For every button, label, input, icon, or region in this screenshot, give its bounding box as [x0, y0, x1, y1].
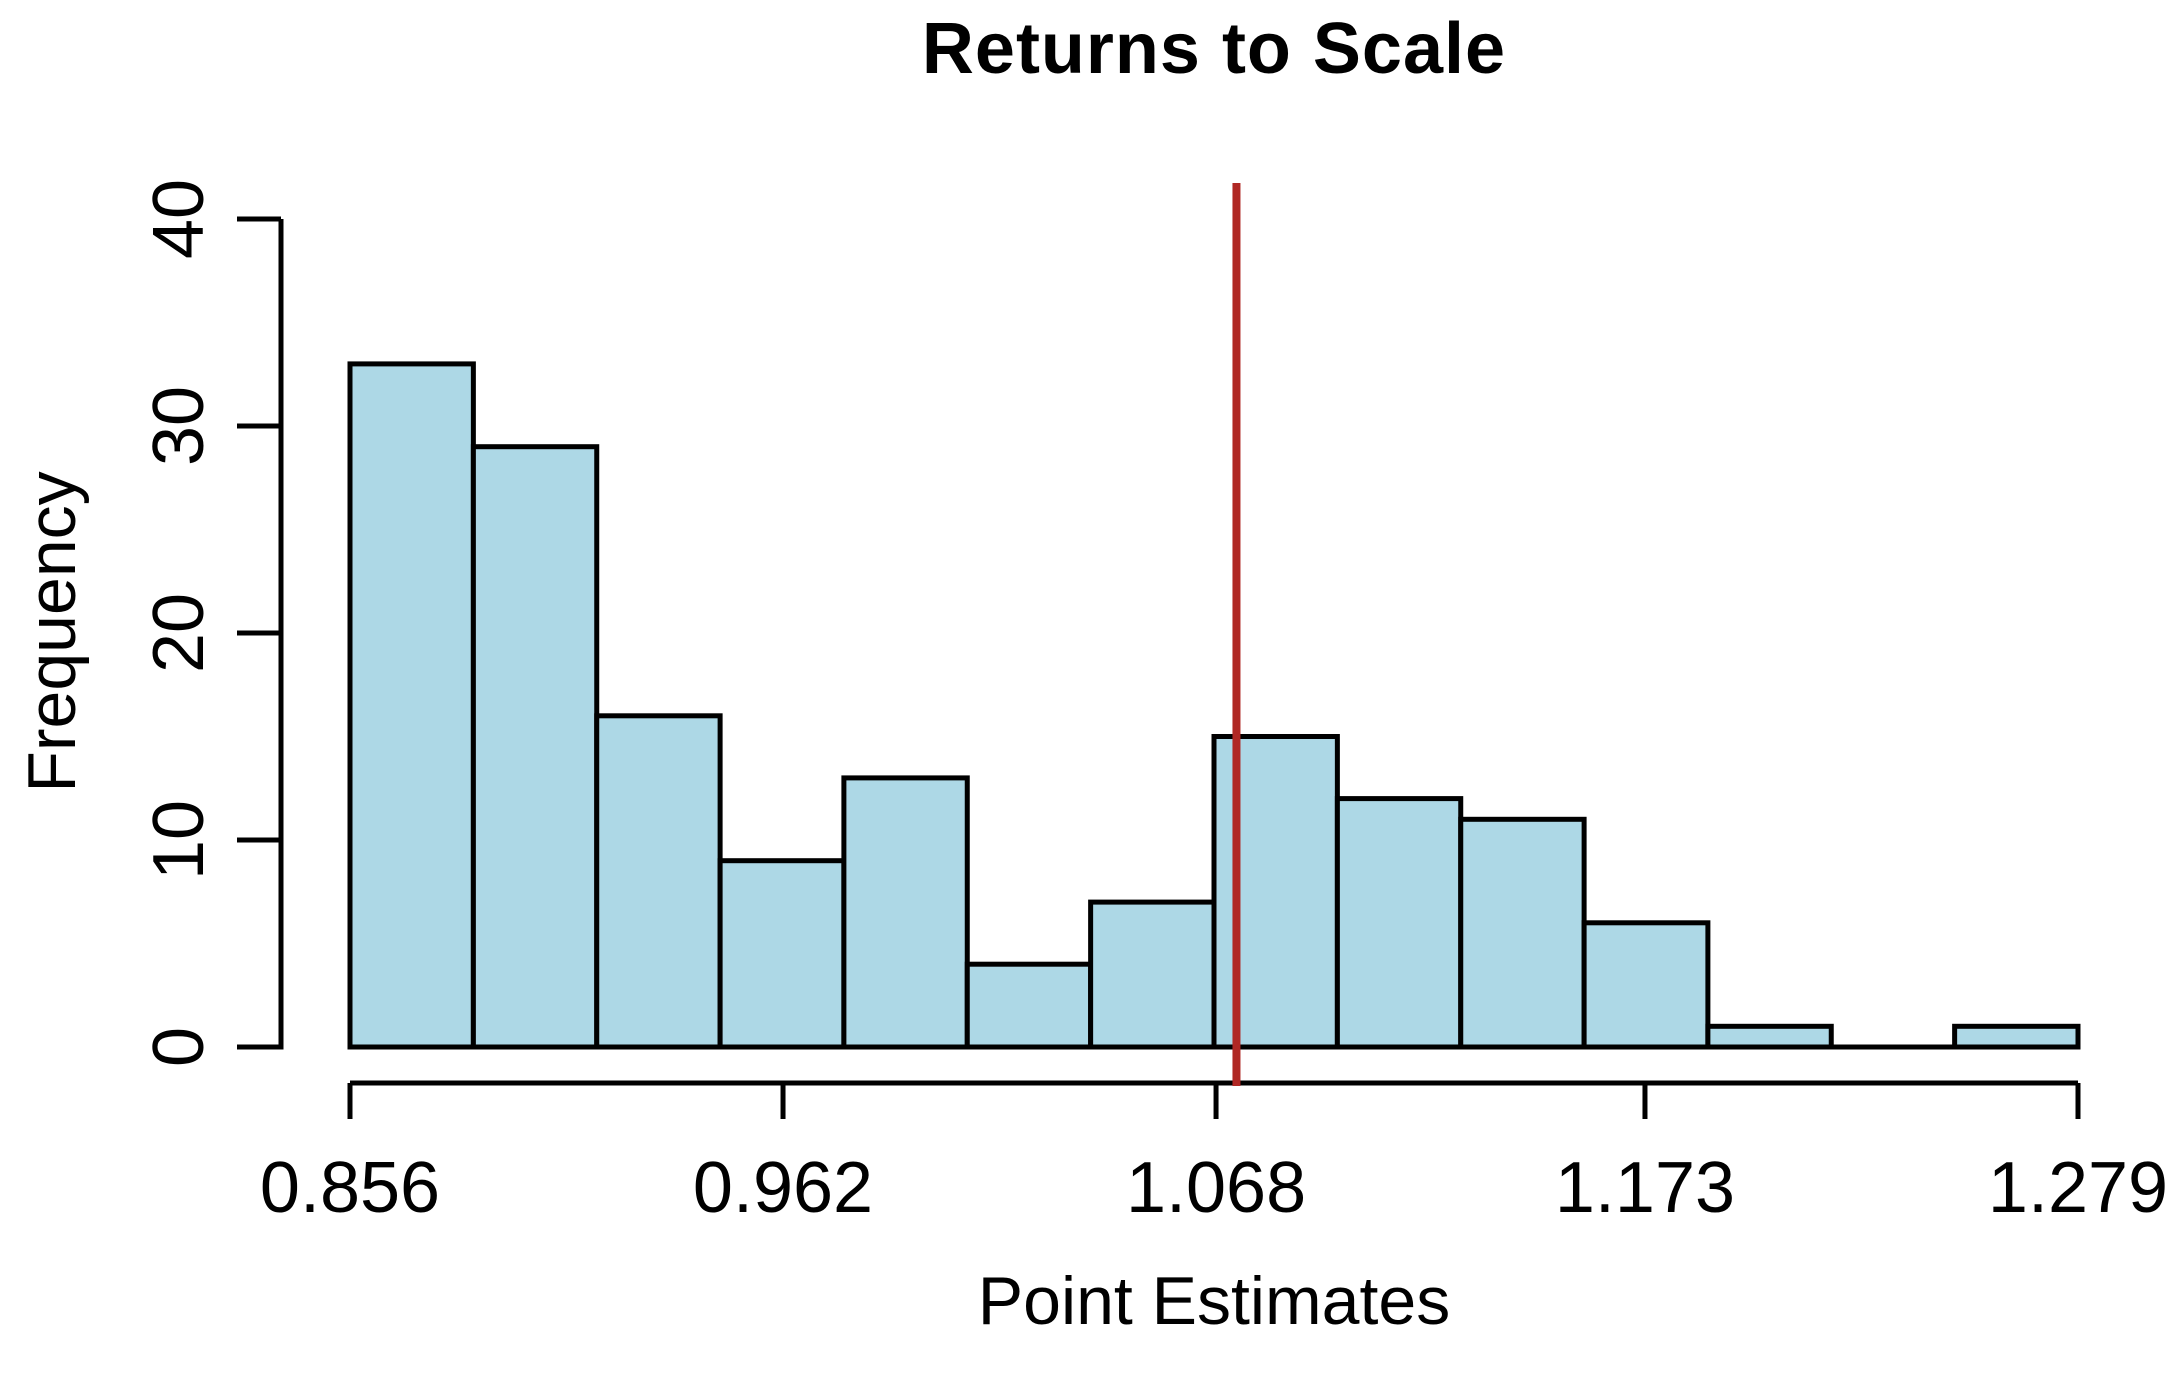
y-tick-label: 0 — [139, 1027, 219, 1067]
histogram-bar — [1581, 920, 1711, 1050]
x-tick-label: 1.173 — [1555, 1148, 1735, 1228]
histogram-bar — [841, 775, 970, 1050]
x-axis-label: Point Estimates — [977, 1263, 1451, 1339]
x-tick-label: 1.279 — [1988, 1148, 2168, 1228]
histogram-bar — [964, 961, 1094, 1050]
x-tick-label: 1.068 — [1126, 1148, 1306, 1228]
y-axis-label: Frequency — [14, 471, 90, 793]
histogram-bar — [470, 444, 600, 1050]
bars-group — [347, 361, 2081, 1050]
histogram-bar — [1952, 1023, 2081, 1050]
chart-title: Returns to Scale — [921, 9, 1507, 89]
histogram-bar — [717, 858, 847, 1050]
x-axis: 0.856 0.962 1.068 1.173 1.279 — [260, 1080, 2168, 1228]
histogram-bar — [1088, 899, 1217, 1050]
y-tick-label: 40 — [139, 179, 219, 259]
y-axis: 0 10 20 30 40 — [139, 179, 284, 1067]
y-tick-label: 20 — [139, 593, 219, 673]
x-tick-label: 0.962 — [693, 1148, 873, 1228]
x-tick-label: 0.856 — [260, 1148, 440, 1228]
histogram-bar — [1705, 1023, 1834, 1050]
y-tick-label: 30 — [139, 386, 219, 466]
histogram-bar — [594, 713, 723, 1050]
y-tick-label: 10 — [139, 800, 219, 880]
histogram-bar — [347, 361, 476, 1050]
histogram-bar — [1334, 796, 1464, 1050]
histogram-bar — [1458, 816, 1587, 1050]
